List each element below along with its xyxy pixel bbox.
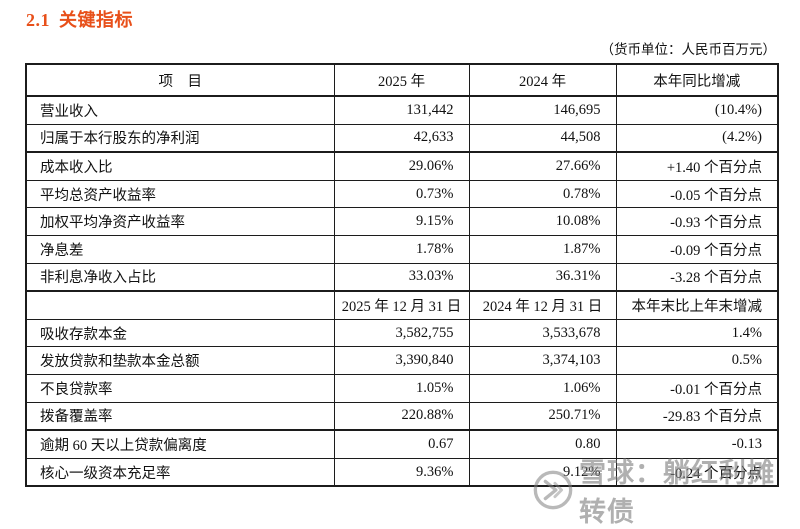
section-number: 2.1 [26,10,50,30]
cell-2024: 9.12% [468,457,617,487]
cell-2025: 9.36% [333,457,470,487]
table-row: 加权平均净资产收益率 9.15% 10.08% -0.93 个百分点 [25,207,779,236]
cell-2024: 10.08% [468,207,617,236]
cell-change: -0.93 个百分点 [615,207,779,236]
cell-2025: 0.67 [333,429,470,459]
cell-2024: 3,374,103 [468,346,617,375]
header-2025: 2025 年 [333,63,470,97]
cell-label: 归属于本行股东的净利润 [25,123,335,154]
cell-change: -0.05 个百分点 [615,179,779,209]
cell-change: 本年末比上年末增减 [615,290,779,320]
cell-change: -29.83 个百分点 [615,401,779,432]
cell-change: -0.01 个百分点 [615,373,779,403]
currency-unit-note: （货币单位：人民币百万元） [600,42,777,57]
section-title-text: 关键指标 [59,10,133,30]
table-row: 净息差 1.78% 1.87% -0.09 个百分点 [25,234,779,264]
cell-2024: 44,508 [468,123,617,154]
cell-2025: 33.03% [333,262,470,293]
cell-2024: 0.78% [468,179,617,209]
cell-label: 平均总资产收益率 [25,179,335,209]
table-row: 核心一级资本充足率 9.36% 9.12% -0.24 个百分点 [25,457,779,487]
cell-label: 成本收入比 [25,151,335,181]
header-change: 本年同比增减 [615,63,779,97]
cell-change: -0.24 个百分点 [615,457,779,487]
header-item: 项 目 [25,63,335,97]
cell-2024: 2024 年 12 月 31 日 [468,290,617,320]
cell-2025: 3,582,755 [333,318,470,348]
table-row: 营业收入 131,442 146,695 (10.4%) [25,95,779,125]
cell-label: 非利息净收入占比 [25,262,335,293]
table-row: 发放贷款和垫款本金总额 3,390,840 3,374,103 0.5% [25,346,779,375]
cell-label: 拨备覆盖率 [25,401,335,432]
header-2024: 2024 年 [468,63,617,97]
cell-change: (10.4%) [615,95,779,125]
cell-change: -0.13 [615,429,779,459]
table-row: 不良贷款率 1.05% 1.06% -0.01 个百分点 [25,373,779,403]
cell-2025: 1.78% [333,234,470,264]
table-header-row: 项 目 2025 年 2024 年 本年同比增减 [25,63,779,97]
cell-2025: 42,633 [333,123,470,154]
cell-2025: 220.88% [333,401,470,432]
cell-label: 吸收存款本金 [25,318,335,348]
table-row: 平均总资产收益率 0.73% 0.78% -0.05 个百分点 [25,179,779,209]
cell-label: 营业收入 [25,95,335,125]
key-indicators-table: 项 目 2025 年 2024 年 本年同比增减 营业收入 131,442 14… [25,63,779,488]
cell-2024: 250.71% [468,401,617,432]
cell-label: 逾期 60 天以上贷款偏离度 [25,429,335,459]
cell-change: (4.2%) [615,123,779,154]
cell-2025: 9.15% [333,207,470,236]
cell-change: -0.09 个百分点 [615,234,779,264]
cell-2025: 131,442 [333,95,470,125]
cell-label: 净息差 [25,234,335,264]
page-title: 2.1 关键指标 [26,6,133,32]
table-row: 归属于本行股东的净利润 42,633 44,508 (4.2%) [25,123,779,154]
cell-2024: 27.66% [468,151,617,181]
cell-2024: 146,695 [468,95,617,125]
table-row: 逾期 60 天以上贷款偏离度 0.67 0.80 -0.13 [25,429,779,459]
table-row: 非利息净收入占比 33.03% 36.31% -3.28 个百分点 [25,262,779,293]
cell-2024: 3,533,678 [468,318,617,348]
cell-change: +1.40 个百分点 [615,151,779,181]
cell-change: 1.4% [615,318,779,348]
cell-label: 加权平均净资产收益率 [25,207,335,236]
cell-2025: 3,390,840 [333,346,470,375]
cell-2025: 1.05% [333,373,470,403]
cell-label: 核心一级资本充足率 [25,457,335,487]
cell-2025: 29.06% [333,151,470,181]
cell-2024: 0.80 [468,429,617,459]
cell-label [25,290,335,320]
table-row: 吸收存款本金 3,582,755 3,533,678 1.4% [25,318,779,348]
cell-2024: 1.87% [468,234,617,264]
cell-2025: 0.73% [333,179,470,209]
cell-label: 不良贷款率 [25,373,335,403]
cell-2024: 36.31% [468,262,617,293]
table-row: 拨备覆盖率 220.88% 250.71% -29.83 个百分点 [25,401,779,432]
cell-change: -3.28 个百分点 [615,262,779,293]
cell-label: 发放贷款和垫款本金总额 [25,346,335,375]
cell-change: 0.5% [615,346,779,375]
table-row: 成本收入比 29.06% 27.66% +1.40 个百分点 [25,151,779,181]
cell-2025: 2025 年 12 月 31 日 [333,290,470,320]
table-subheader-row: 2025 年 12 月 31 日 2024 年 12 月 31 日 本年末比上年… [25,290,779,320]
cell-2024: 1.06% [468,373,617,403]
